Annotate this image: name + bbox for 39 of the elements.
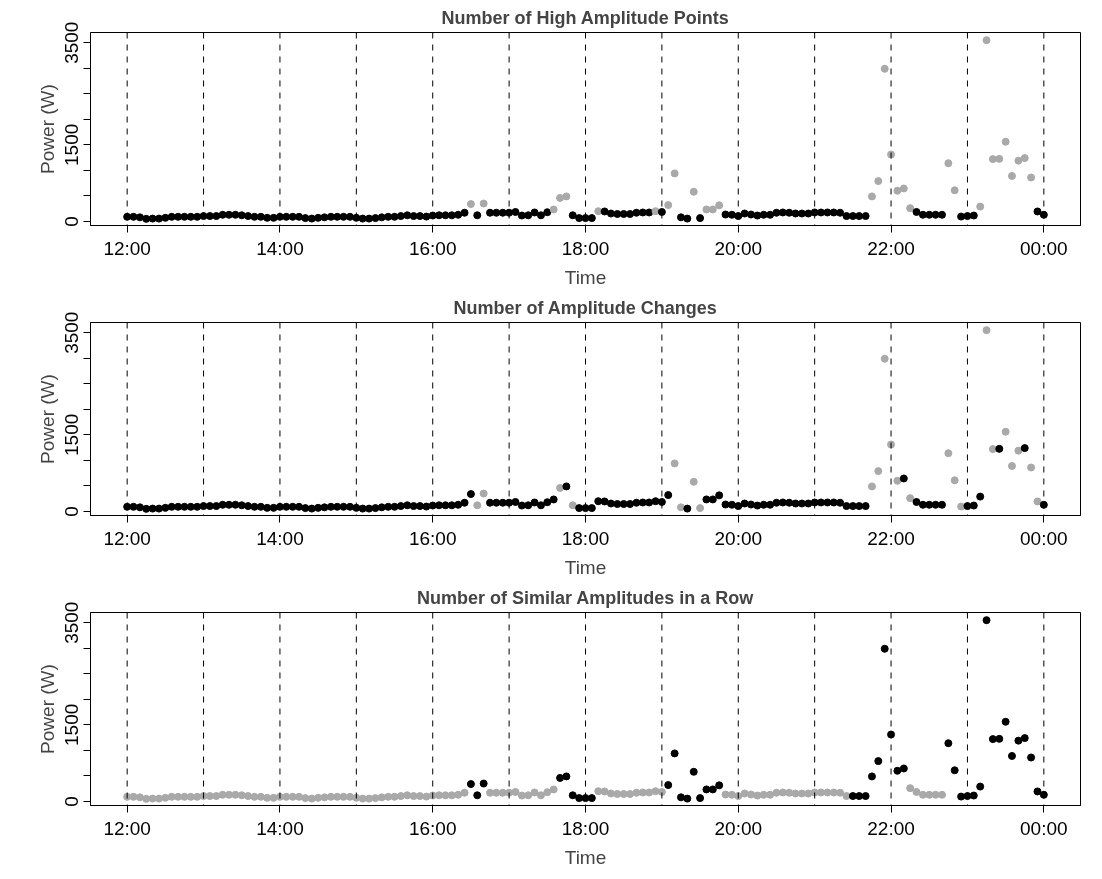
y-tick-label: 3500 bbox=[61, 311, 83, 354]
x-tick-label: 22:00 bbox=[867, 527, 915, 549]
y-tick-label: 0 bbox=[61, 796, 83, 807]
y-axis-title: Power (W) bbox=[36, 664, 58, 754]
x-tick-label: 18:00 bbox=[561, 817, 610, 839]
y-axis-title: Power (W) bbox=[36, 84, 58, 174]
x-axis-title: Time bbox=[564, 846, 607, 868]
x-tick-label: 16:00 bbox=[408, 527, 457, 549]
y-tick-label: 1500 bbox=[61, 703, 83, 746]
x-tick-label: 12:00 bbox=[103, 237, 151, 259]
y-tick-label: 0 bbox=[61, 506, 83, 517]
x-tick-label: 20:00 bbox=[714, 527, 763, 549]
chart-title: Number of Similar Amplitudes in a Row bbox=[416, 587, 755, 608]
y-axis-title: Power (W) bbox=[36, 374, 58, 464]
x-tick-label: 16:00 bbox=[408, 237, 457, 259]
x-tick-label: 22:00 bbox=[867, 817, 915, 839]
x-tick-label: 20:00 bbox=[714, 237, 763, 259]
x-tick-label: 18:00 bbox=[561, 237, 610, 259]
x-tick-label: 20:00 bbox=[714, 817, 763, 839]
x-tick-label: 18:00 bbox=[561, 527, 610, 549]
x-axis-title: Time bbox=[564, 266, 607, 288]
y-tick-label: 1500 bbox=[61, 413, 83, 456]
x-tick-label: 00:00 bbox=[1020, 527, 1068, 549]
x-tick-label: 22:00 bbox=[867, 237, 915, 259]
x-tick-label: 14:00 bbox=[256, 237, 304, 259]
x-tick-label: 00:00 bbox=[1020, 817, 1068, 839]
x-tick-label: 00:00 bbox=[1020, 237, 1068, 259]
x-axis-title: Time bbox=[564, 556, 607, 578]
chart-title: Number of Amplitude Changes bbox=[453, 297, 717, 318]
x-tick-label: 14:00 bbox=[256, 817, 304, 839]
y-tick-label: 0 bbox=[61, 216, 83, 227]
x-tick-label: 14:00 bbox=[256, 527, 304, 549]
y-tick-label: 3500 bbox=[61, 21, 83, 64]
chart-title: Number of High Amplitude Points bbox=[441, 7, 729, 28]
x-tick-label: 16:00 bbox=[408, 817, 457, 839]
y-tick-label: 3500 bbox=[61, 601, 83, 644]
x-tick-label: 12:00 bbox=[103, 527, 151, 549]
x-tick-label: 12:00 bbox=[103, 817, 151, 839]
y-tick-label: 1500 bbox=[61, 123, 83, 166]
